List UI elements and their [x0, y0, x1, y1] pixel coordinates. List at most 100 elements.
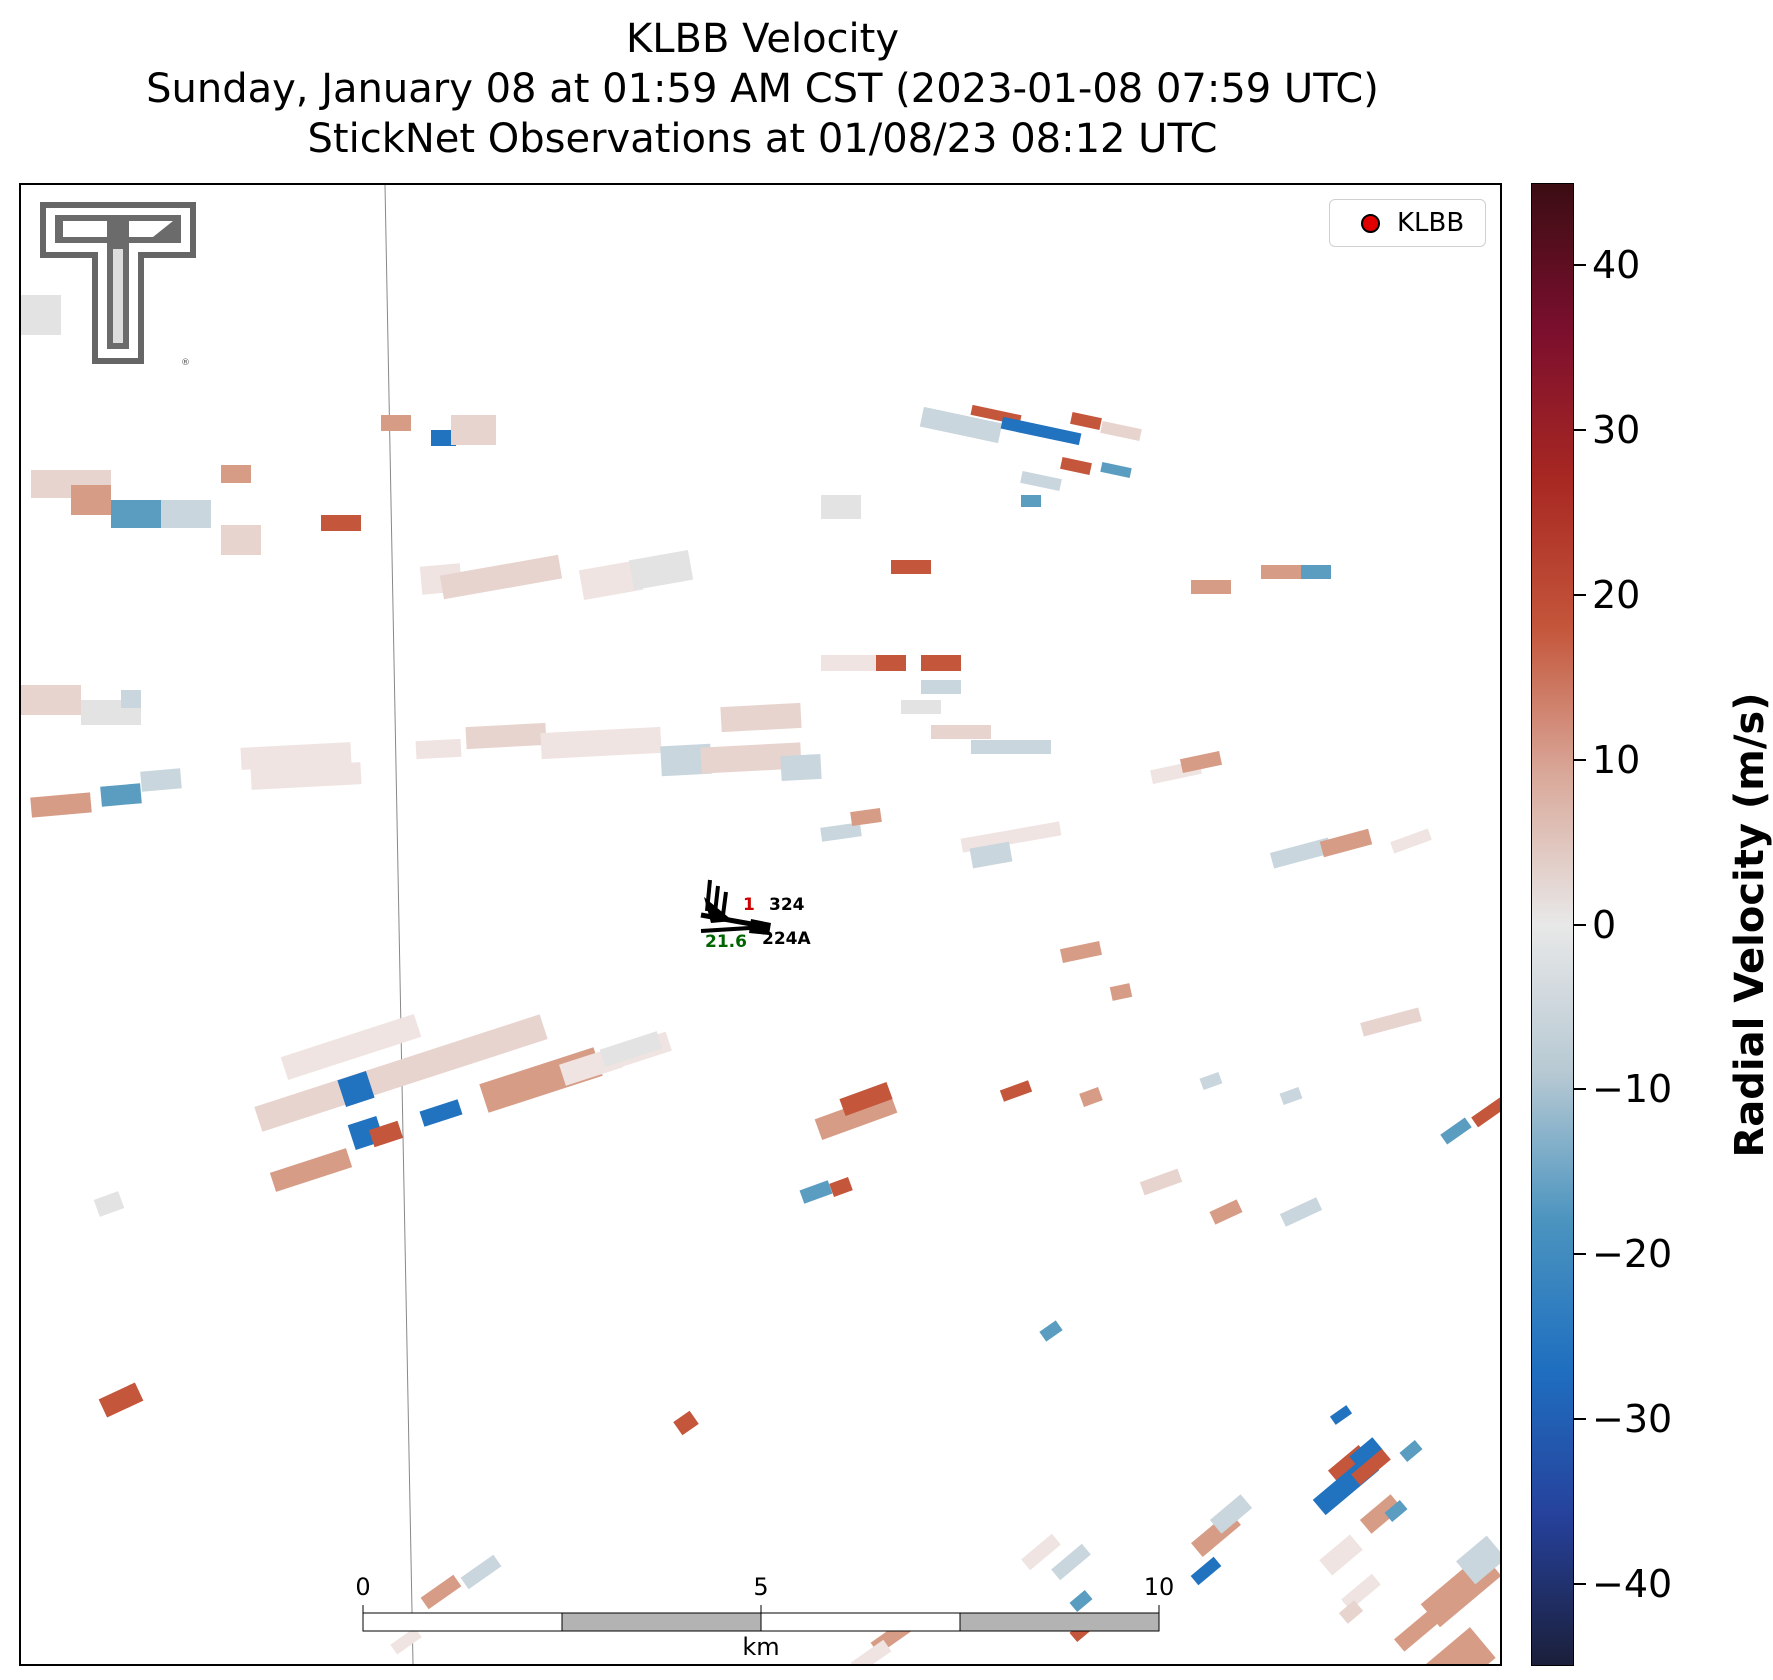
velocity-pixel	[1261, 565, 1301, 579]
velocity-pixel	[820, 822, 862, 842]
velocity-pixel	[415, 738, 462, 760]
velocity-pixel	[1209, 1199, 1243, 1225]
colorbar-tick-label: 30	[1592, 408, 1641, 453]
texas-tech-logo: ®	[40, 202, 196, 368]
velocity-pixel	[221, 525, 261, 555]
velocity-pixel	[578, 560, 644, 600]
velocity-pixel	[1279, 1197, 1323, 1227]
velocity-pixel	[540, 726, 662, 760]
velocity-pixel	[660, 743, 712, 777]
velocity-pixel	[1020, 470, 1062, 492]
velocity-pixel	[71, 485, 111, 515]
velocity-pixel	[876, 655, 906, 671]
klbb-marker-icon	[1361, 213, 1380, 233]
velocity-pixel	[628, 550, 694, 590]
velocity-pixel	[673, 1410, 699, 1436]
velocity-pixel	[1079, 1087, 1103, 1107]
chart-title-line2: Sunday, January 08 at 01:59 AM CST (2023…	[146, 66, 1379, 112]
colorbar-tick-mark	[1574, 1253, 1586, 1256]
velocity-pixel	[1199, 1071, 1223, 1091]
radar-map[interactable]: ® 1 324 21.6 224A 0 5 10 km	[19, 183, 1502, 1666]
velocity-pixel	[337, 1071, 375, 1107]
colorbar-tick-mark	[1574, 429, 1586, 432]
velocity-pixel	[1301, 565, 1331, 579]
velocity-pixel	[850, 1639, 892, 1664]
colorbar-tick-mark	[1574, 1417, 1586, 1420]
velocity-pixel	[1349, 1437, 1383, 1469]
velocity-pixel	[1191, 580, 1231, 594]
colorbar-tick-label: 20	[1592, 572, 1641, 617]
velocity-pixel	[971, 740, 1051, 754]
velocity-pixel	[1269, 837, 1333, 869]
chart-title-line3: StickNet Observations at 01/08/23 08:12 …	[307, 116, 1218, 162]
velocity-pixel	[1051, 1543, 1091, 1581]
colorbar-tick-mark	[1574, 1582, 1586, 1585]
velocity-pixel	[1070, 412, 1102, 430]
velocity-pixel	[221, 465, 251, 483]
velocity-pixel	[321, 515, 361, 531]
velocity-pixel	[21, 295, 61, 335]
velocity-pixel	[280, 1013, 422, 1081]
velocity-pixel	[1100, 420, 1142, 442]
velocity-pixel	[121, 690, 141, 708]
colorbar-tick-label: −20	[1592, 1232, 1673, 1277]
velocity-pixel	[821, 655, 881, 671]
colorbar-tick-label: 40	[1592, 243, 1641, 288]
velocity-pixel	[111, 500, 161, 528]
velocity-pixel	[1456, 1535, 1500, 1585]
colorbar-tick-mark	[1574, 923, 1586, 926]
station-324-label: 324	[769, 895, 805, 915]
velocity-pixel	[381, 415, 411, 431]
legend-label-klbb: KLBB	[1397, 208, 1465, 238]
map-legend: KLBB	[1329, 199, 1486, 247]
velocity-pixel	[100, 783, 142, 807]
velocity-pixel	[250, 762, 362, 790]
velocity-pixels	[21, 295, 1500, 1664]
velocity-pixel	[1209, 1494, 1253, 1534]
station-324-temperature: 1	[743, 895, 755, 915]
velocity-pixel	[1360, 1007, 1422, 1037]
colorbar-tick-label: 0	[1592, 902, 1617, 947]
velocity-pixel	[465, 722, 547, 750]
station-224A-label: 224A	[762, 929, 811, 949]
colorbar-tick-mark	[1574, 593, 1586, 596]
velocity-pixel	[1390, 828, 1432, 854]
velocity-pixel	[460, 1554, 502, 1590]
wind-barb-224A	[700, 919, 771, 935]
wind-barb-324	[700, 879, 758, 928]
velocity-pixel	[700, 742, 802, 774]
velocity-pixel	[451, 415, 496, 445]
velocity-pixel	[1319, 828, 1373, 858]
velocity-pixel	[1021, 495, 1041, 507]
velocity-pixel	[960, 821, 1062, 853]
velocity-pixel	[1279, 1086, 1303, 1106]
colorbar-tick-mark	[1574, 264, 1586, 267]
velocity-pixel	[240, 742, 352, 770]
velocity-pixel	[1139, 1168, 1183, 1196]
velocity-pixel	[161, 500, 211, 528]
velocity-pixel	[1416, 1627, 1496, 1664]
velocity-pixel	[821, 495, 861, 519]
velocity-pixel	[839, 1081, 893, 1117]
chart-title-line1: KLBB Velocity	[625, 16, 900, 62]
colorbar-tick-mark	[1574, 758, 1586, 761]
velocity-pixel	[1100, 461, 1132, 479]
velocity-pixel	[1060, 457, 1092, 475]
velocity-pixel	[1471, 1094, 1500, 1128]
velocity-pixel	[420, 1574, 462, 1610]
velocity-pixel	[720, 702, 802, 733]
velocity-pixel	[891, 560, 931, 574]
velocity-pixel	[30, 792, 92, 818]
velocity-pixel	[969, 841, 1013, 869]
colorbar-tick-label: −30	[1592, 1396, 1673, 1441]
velocity-pixel	[901, 700, 941, 714]
velocity-pixel	[390, 1627, 422, 1655]
velocity-pixel	[1338, 1600, 1364, 1624]
velocity-pixel	[1384, 1499, 1408, 1523]
velocity-pixel	[1399, 1439, 1423, 1463]
velocity-pixel	[140, 768, 182, 792]
velocity-pixel	[599, 1031, 663, 1067]
colorbar-tick-mark	[1574, 1088, 1586, 1091]
scalebar-tick-0: 0	[355, 1573, 371, 1601]
scalebar-tick-5: 5	[753, 1573, 769, 1601]
